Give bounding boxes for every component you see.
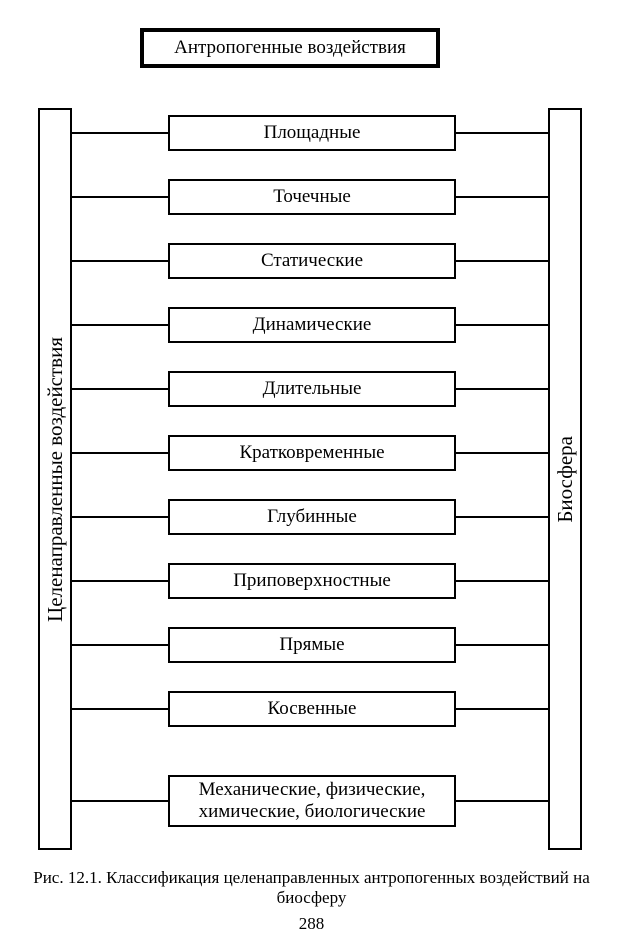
right-bar-label: Биосфера [553, 436, 578, 523]
connector-left [72, 388, 168, 390]
connector-left [72, 516, 168, 518]
connector-left [72, 708, 168, 710]
connector-right [456, 324, 548, 326]
item-label: Механические, физические, химические, би… [174, 779, 450, 823]
connector-left [72, 196, 168, 198]
diagram-page: Антропогенные воздействия Целенаправленн… [0, 0, 623, 944]
figure-caption: Рис. 12.1. Классификация целенаправленны… [30, 868, 593, 908]
connector-left [72, 324, 168, 326]
item-box: Кратковременные [168, 435, 456, 471]
connector-left [72, 800, 168, 802]
item-label: Статические [261, 250, 363, 272]
connector-right [456, 580, 548, 582]
connector-right [456, 388, 548, 390]
connector-right [456, 452, 548, 454]
item-label: Прямые [279, 634, 344, 656]
title-text: Антропогенные воздействия [174, 37, 406, 59]
connector-right [456, 800, 548, 802]
item-label: Косвенные [268, 698, 357, 720]
item-box: Прямые [168, 627, 456, 663]
left-bar-label: Целенаправленные воздействия [43, 337, 68, 622]
item-label: Площадные [264, 122, 361, 144]
item-label: Точечные [273, 186, 351, 208]
connector-right [456, 516, 548, 518]
caption-text: Рис. 12.1. Классификация целенаправленны… [33, 868, 590, 907]
connector-right [456, 644, 548, 646]
item-label: Приповерхностные [233, 570, 391, 592]
item-box: Косвенные [168, 691, 456, 727]
title-box: Антропогенные воздействия [140, 28, 440, 68]
connector-left [72, 260, 168, 262]
item-box: Длительные [168, 371, 456, 407]
connector-left [72, 132, 168, 134]
connector-left [72, 644, 168, 646]
item-label: Кратковременные [239, 442, 384, 464]
connector-right [456, 196, 548, 198]
item-label: Длительные [263, 378, 362, 400]
item-box: Динамические [168, 307, 456, 343]
left-bar-targeted-impacts: Целенаправленные воздействия [38, 108, 72, 850]
connector-right [456, 260, 548, 262]
item-label: Глубинные [267, 506, 357, 528]
item-box: Точечные [168, 179, 456, 215]
item-box: Статические [168, 243, 456, 279]
item-box: Площадные [168, 115, 456, 151]
item-box: Глубинные [168, 499, 456, 535]
item-label: Динамические [253, 314, 372, 336]
item-box: Механические, физические, химические, би… [168, 775, 456, 827]
connector-right [456, 132, 548, 134]
right-bar-biosphere: Биосфера [548, 108, 582, 850]
page-number: 288 [0, 914, 623, 934]
connector-left [72, 452, 168, 454]
page-number-text: 288 [299, 914, 325, 933]
item-box: Приповерхностные [168, 563, 456, 599]
connector-left [72, 580, 168, 582]
connector-right [456, 708, 548, 710]
